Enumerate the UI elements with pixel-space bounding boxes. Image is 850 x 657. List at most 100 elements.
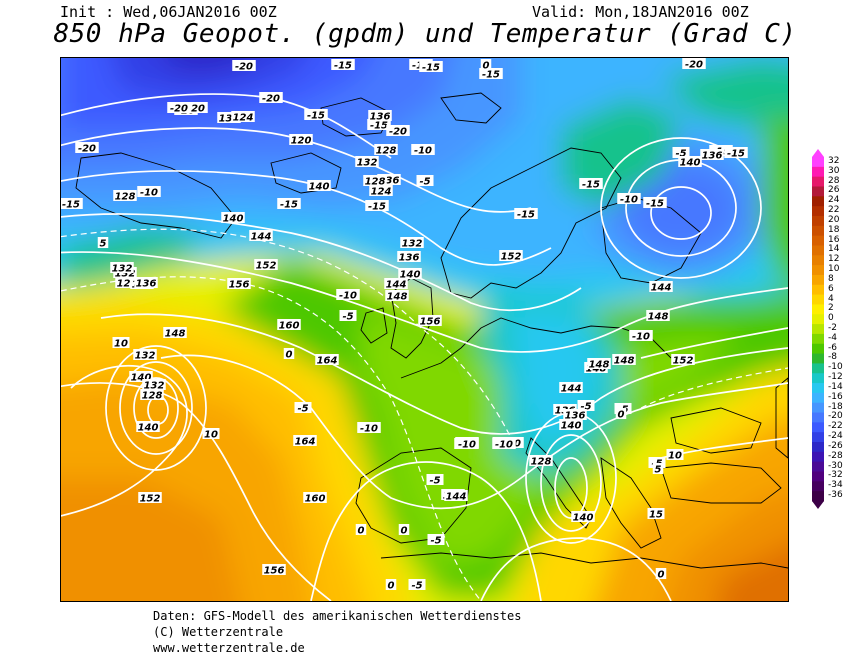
svg-text:-5: -5 <box>411 581 422 592</box>
isotherm-label: 10 <box>202 428 220 441</box>
colorbar-tick-label: 28 <box>828 175 840 186</box>
colorbar-step <box>812 343 824 355</box>
isotherm-label: -10 <box>411 144 435 157</box>
geopotential-label: 136 <box>377 174 401 187</box>
colorbar-tick-label: -20 <box>828 411 843 422</box>
colorbar-tick-label: 0 <box>828 313 834 324</box>
svg-text:124: 124 <box>233 113 254 124</box>
colorbar-tick-label: -18 <box>828 401 843 412</box>
svg-text:132: 132 <box>144 381 165 392</box>
colorbar-tick-label: 22 <box>828 205 840 216</box>
svg-text:0: 0 <box>618 410 625 421</box>
isotherm-label: -10 <box>336 289 360 302</box>
geopotential-label: 152 <box>254 259 278 272</box>
geopotential-label: 128 <box>140 389 164 402</box>
colorbar-tick-label: -8 <box>828 352 837 363</box>
geopotential-label: 160 <box>277 319 301 332</box>
svg-text:156: 156 <box>264 566 285 577</box>
svg-text:-20: -20 <box>170 104 188 115</box>
isotherm-label: -20 <box>167 102 191 115</box>
isotherm-label: 0 <box>655 568 667 581</box>
isotherm-label: -10 <box>137 186 161 199</box>
isotherm-label: -15 <box>367 119 391 132</box>
geopotential-label: 148 <box>385 290 409 303</box>
isotherm-label: -5 <box>416 175 434 188</box>
geopotential-label: 140 <box>307 180 331 193</box>
isotherm-label: -20 <box>682 58 706 71</box>
colorbar-step <box>812 324 824 335</box>
colorbar-tick-label: 18 <box>828 224 840 235</box>
colorbar-step <box>812 255 824 266</box>
geopotential-label: 132 <box>110 262 134 275</box>
isotherm-label: -15 <box>277 198 301 211</box>
colorbar-step <box>812 235 824 246</box>
colorbar-step <box>812 333 824 345</box>
colorbar-svg <box>812 149 824 509</box>
svg-text:140: 140 <box>400 270 421 281</box>
geopotential-label: 120 <box>289 134 313 147</box>
svg-text:124: 124 <box>371 187 392 198</box>
geopotential-label: 152 <box>671 354 695 367</box>
geopotential-label: 136 <box>563 409 587 422</box>
isotherm-label: -10 <box>492 438 516 451</box>
colorbar-step <box>812 294 824 305</box>
colorbar-tick-label: 8 <box>828 273 834 284</box>
svg-text:-5: -5 <box>430 536 441 547</box>
isotherm-label: 0 <box>398 524 410 537</box>
isotherm-label: 5 <box>652 463 664 476</box>
colorbar-step <box>812 442 824 453</box>
colorbar-tick-label: 4 <box>828 293 834 304</box>
geopotential-label: 148 <box>587 358 611 371</box>
svg-text:-20: -20 <box>262 94 280 105</box>
svg-text:-20: -20 <box>187 104 205 115</box>
svg-text:140: 140 <box>680 158 701 169</box>
svg-text:140: 140 <box>561 421 582 432</box>
geopotential-label: 144 <box>384 278 408 291</box>
geopotential-label: 140 <box>559 419 583 432</box>
svg-text:156: 156 <box>420 317 441 328</box>
isotherm-label: 5 <box>97 237 109 250</box>
valid-time: Valid: Mon,18JAN2016 00Z <box>532 3 749 21</box>
colorbar-step <box>812 265 824 276</box>
svg-text:128: 128 <box>531 457 552 468</box>
isotherm-label: -15 <box>479 68 503 81</box>
svg-text:136: 136 <box>370 112 391 123</box>
colorbar-step <box>812 353 824 364</box>
svg-text:-15: -15 <box>280 200 298 211</box>
geopotential-label: 164 <box>315 354 339 367</box>
footer-website: www.wetterzentrale.de <box>153 641 305 655</box>
isotherm-label: 10 <box>112 337 130 350</box>
geopotential-label: 140 <box>129 371 153 384</box>
geopotential-label: 148 <box>163 327 187 340</box>
svg-text:132: 132 <box>357 158 378 169</box>
isotherm-label: -15 <box>365 200 389 213</box>
geopotential-label: 132 <box>142 379 166 392</box>
geopotential-label: 152 <box>138 492 162 505</box>
geopotential-label: 136 <box>368 110 392 123</box>
svg-text:128: 128 <box>115 192 136 203</box>
isotherm-label: -20 <box>259 92 283 105</box>
colorbar-step <box>812 432 824 443</box>
geopotential-label: 152 <box>499 250 523 263</box>
geopotential-label: 156 <box>418 315 442 328</box>
colorbar-tick-label: -6 <box>828 342 837 353</box>
svg-text:5: 5 <box>100 239 107 250</box>
map-svg: -20-20-20-15-15-20-15-20-20-15-15-10-15-… <box>61 58 788 601</box>
geopotential-label: 148 <box>612 354 636 367</box>
colorbar-step <box>812 186 824 197</box>
isotherm-label: -10 <box>357 422 381 435</box>
colorbar-tick-label: 32 <box>828 155 840 166</box>
colorbar-tick-label: 20 <box>828 214 840 225</box>
geopotential-label: 144 <box>559 382 583 395</box>
svg-text:0: 0 <box>401 526 408 537</box>
svg-text:128: 128 <box>117 279 138 290</box>
svg-text:140: 140 <box>309 182 330 193</box>
colorbar-tick-label: 26 <box>828 185 840 196</box>
svg-text:128: 128 <box>365 177 386 188</box>
colorbar-step <box>812 491 824 502</box>
svg-text:136: 136 <box>136 279 157 290</box>
colorbar-tick-label: -36 <box>828 490 843 501</box>
svg-text:132: 132 <box>402 239 423 250</box>
svg-text:132: 132 <box>112 264 133 275</box>
